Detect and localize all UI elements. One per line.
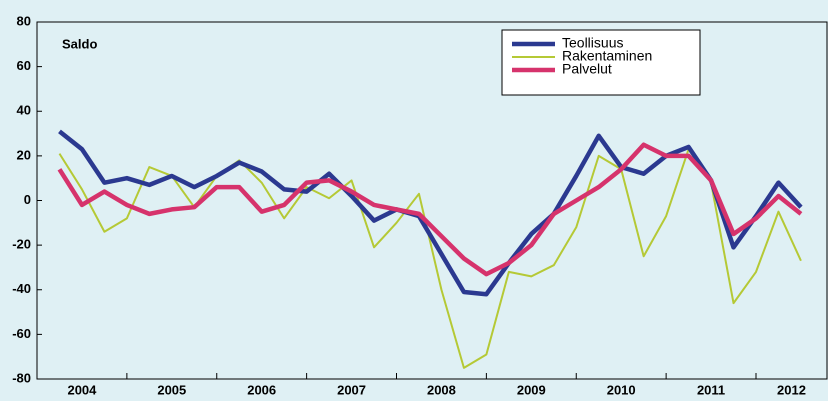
y-tick-label: -40: [12, 281, 31, 296]
x-tick-label: 2006: [247, 382, 276, 397]
series-line: [58, 129, 803, 297]
y-tick-label: 60: [17, 58, 31, 73]
chart-title: Saldo: [62, 36, 97, 51]
x-tick-label: 2004: [67, 382, 97, 397]
y-tick-label: -20: [12, 237, 31, 252]
plot-area: [36, 21, 828, 380]
y-tick-label: 40: [17, 103, 31, 118]
y-tick-label: 80: [17, 13, 31, 28]
y-tick-label: -60: [12, 326, 31, 341]
legend: [501, 29, 701, 96]
x-tick-label: 2007: [337, 382, 366, 397]
x-tick-label: 2011: [697, 382, 725, 397]
legend-label: Rakentaminen: [562, 48, 652, 64]
legend-label: Palvelut: [562, 61, 612, 77]
y-tick-label: 0: [24, 192, 31, 207]
y-tick-label: 20: [17, 147, 31, 162]
series-line: [57, 142, 803, 277]
x-tick-label: 2005: [157, 382, 186, 397]
x-tick-label: 2009: [517, 382, 546, 397]
x-tick-label: 2010: [607, 382, 636, 397]
x-tick-label: 2012: [777, 382, 806, 397]
series-line: [58, 148, 802, 369]
x-tick-label: 2008: [427, 382, 456, 397]
y-tick-label: -80: [12, 370, 31, 385]
legend-label: Teollisuus: [562, 35, 623, 51]
